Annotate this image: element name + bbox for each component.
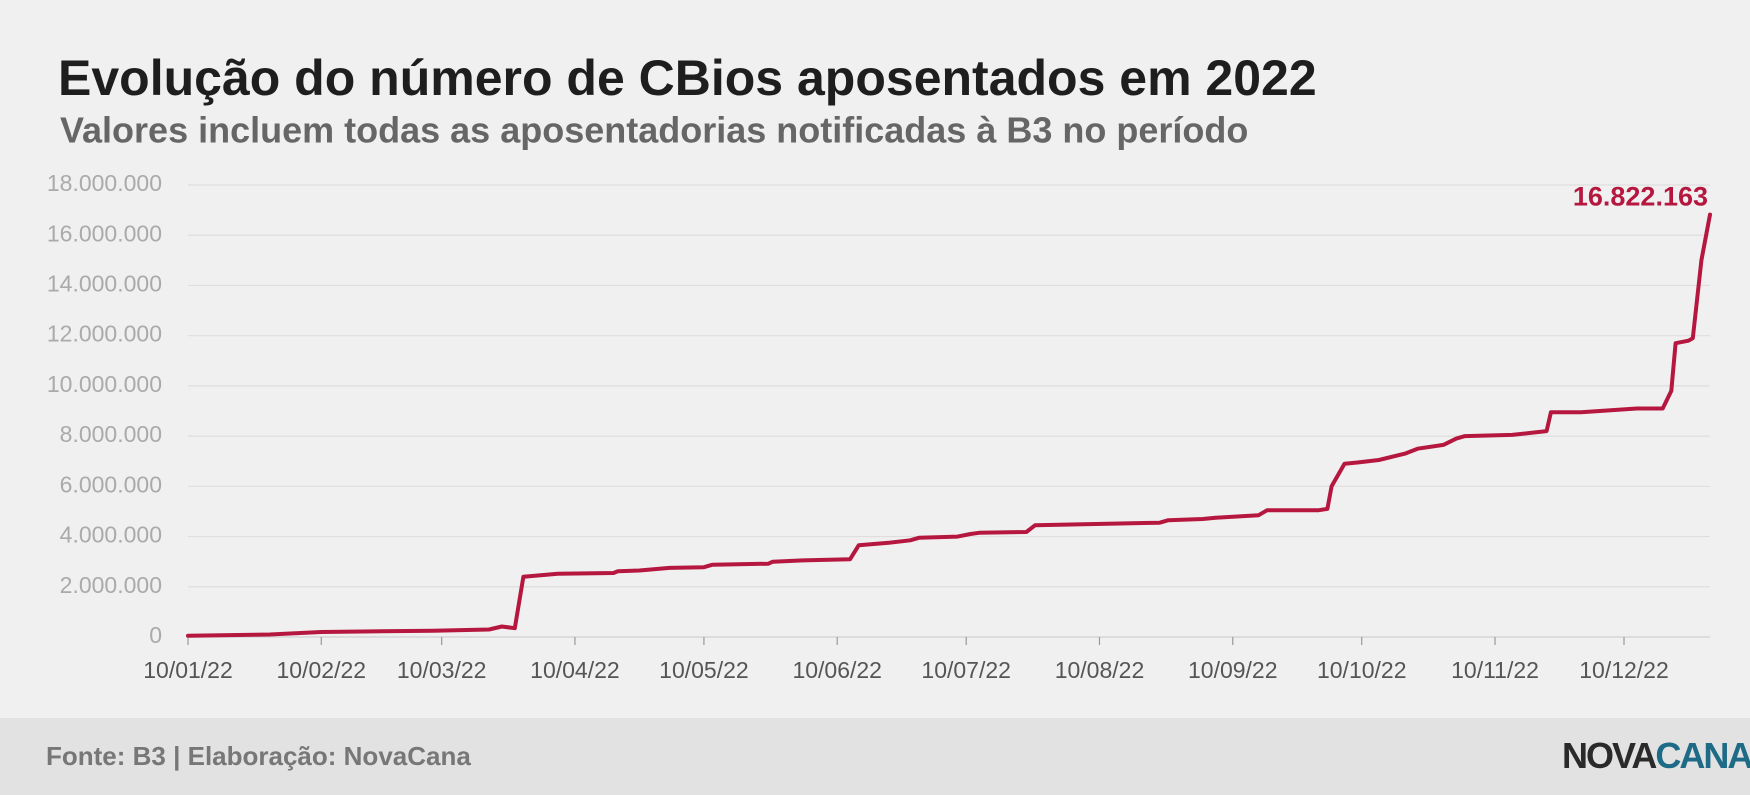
footer-source: Fonte: B3 | Elaboração: NovaCana (46, 741, 471, 771)
x-tick-label: 10/04/22 (530, 657, 620, 683)
x-tick-label: 10/03/22 (397, 657, 487, 683)
logo-right: CANA (1655, 735, 1750, 776)
y-tick-label: 12.000.000 (47, 321, 162, 347)
y-tick-label: 0 (149, 622, 162, 648)
footer-band (0, 718, 1750, 795)
y-tick-label: 18.000.000 (47, 170, 162, 196)
chart-subtitle: Valores incluem todas as aposentadorias … (60, 110, 1248, 151)
x-tick-label: 10/12/22 (1579, 657, 1669, 683)
x-tick-label: 10/05/22 (659, 657, 749, 683)
value-label: 16.822.163 (1573, 182, 1708, 212)
y-tick-label: 16.000.000 (47, 220, 162, 246)
x-tick-label: 10/10/22 (1317, 657, 1407, 683)
y-tick-label: 6.000.000 (60, 471, 162, 497)
x-tick-label: 10/06/22 (792, 657, 882, 683)
chart-title: Evolução do número de CBios aposentados … (58, 50, 1317, 106)
x-tick-label: 10/09/22 (1188, 657, 1278, 683)
logo-left: NOVA (1562, 735, 1657, 776)
x-tick-label: 10/02/22 (277, 657, 367, 683)
x-tick-label: 10/07/22 (921, 657, 1011, 683)
y-tick-label: 10.000.000 (47, 371, 162, 397)
y-tick-label: 4.000.000 (60, 522, 162, 548)
x-tick-label: 10/08/22 (1055, 657, 1145, 683)
y-tick-label: 14.000.000 (47, 271, 162, 297)
x-tick-label: 10/01/22 (143, 657, 233, 683)
line (186, 212, 1712, 638)
logo: NOVACANA (1562, 735, 1750, 776)
y-tick-label: 2.000.000 (60, 572, 162, 598)
y-tick-label: 8.000.000 (60, 421, 162, 447)
x-tick-label: 10/11/22 (1451, 657, 1539, 683)
